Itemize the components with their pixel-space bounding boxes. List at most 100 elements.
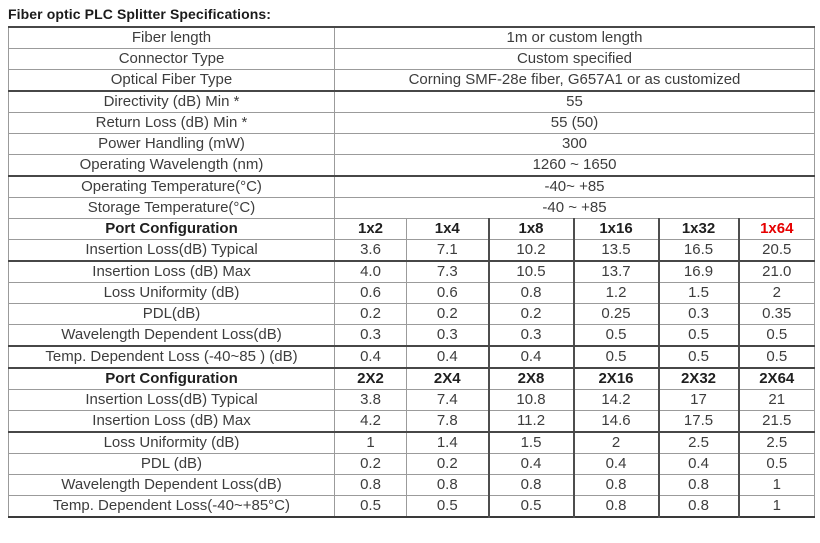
table-row: Connector Type Custom specified [8, 48, 815, 70]
spec-label: Temp. Dependent Loss(-40~+85°C) [8, 495, 335, 518]
spec-value: 2 [572, 431, 659, 454]
spec-value: 1 [737, 495, 815, 518]
spec-label: PDL(dB) [8, 303, 335, 325]
spec-value: 1.5 [487, 431, 574, 454]
table-row: PDL (dB) 0.2 0.2 0.4 0.4 0.4 0.5 [8, 453, 815, 475]
spec-label: Operating Wavelength (nm) [8, 154, 335, 177]
spec-value: 0.8 [572, 495, 659, 518]
table-row: Operating Wavelength (nm) 1260 ~ 1650 [8, 154, 815, 177]
spec-value: 0.5 [737, 324, 815, 347]
spec-label: PDL (dB) [8, 453, 335, 475]
spec-value: 0.5 [737, 345, 815, 369]
spec-value: -40~ +85 [334, 175, 815, 198]
spec-value: 21 [737, 389, 815, 411]
spec-value: 7.1 [406, 239, 489, 262]
table-row: Power Handling (mW) 300 [8, 133, 815, 155]
spec-value: 0.8 [487, 474, 574, 496]
spec-label: Wavelength Dependent Loss(dB) [8, 324, 335, 347]
spec-label: Connector Type [8, 48, 335, 70]
table-row: Loss Uniformity (dB) 1 1.4 1.5 2 2.5 2.5 [8, 431, 815, 454]
spec-label: Fiber length [8, 26, 335, 49]
port-size-header: 2X64 [737, 367, 815, 390]
spec-value: 17.5 [657, 410, 739, 433]
spec-value: 0.2 [487, 303, 574, 325]
spec-label: Optical Fiber Type [8, 69, 335, 92]
table-row: Loss Uniformity (dB) 0.6 0.6 0.8 1.2 1.5… [8, 282, 815, 304]
spec-value: 0.3 [487, 324, 574, 347]
spec-value: 10.8 [487, 389, 574, 411]
port-size-header: 1x2 [334, 218, 407, 240]
spec-value: 0.5 [572, 324, 659, 347]
port-size-header: 2X16 [572, 367, 659, 390]
spec-value: 16.9 [657, 260, 739, 283]
spec-value: 0.6 [406, 282, 489, 304]
port-size-header: 1x16 [572, 218, 659, 240]
table-row-section-header: Port Configuration 2X2 2X4 2X8 2X16 2X32… [8, 367, 815, 390]
spec-value: 0.4 [487, 345, 574, 369]
spec-value: 11.2 [487, 410, 574, 433]
spec-value: 0.2 [406, 303, 489, 325]
spec-value: 0.4 [334, 345, 407, 369]
table-row: Insertion Loss (dB) Max 4.0 7.3 10.5 13.… [8, 260, 815, 283]
port-size-header: 2X2 [334, 367, 407, 390]
spec-label: Directivity (dB) Min * [8, 90, 335, 113]
port-config-header: Port Configuration [8, 367, 335, 390]
spec-label: Temp. Dependent Loss (-40~85 ) (dB) [8, 345, 335, 369]
spec-value: 17 [657, 389, 739, 411]
table-row: Temp. Dependent Loss (-40~85 ) (dB) 0.4 … [8, 345, 815, 369]
spec-value: 2.5 [657, 431, 739, 454]
table-row: PDL(dB) 0.2 0.2 0.2 0.25 0.3 0.35 [8, 303, 815, 325]
spec-value: 10.5 [487, 260, 574, 283]
page-title: Fiber optic PLC Splitter Specifications: [8, 6, 272, 22]
spec-value: 0.4 [487, 453, 574, 475]
spec-value: 300 [334, 133, 815, 155]
spec-value: 3.6 [334, 239, 407, 262]
table-row: Storage Temperature(°C) -40 ~ +85 [8, 197, 815, 219]
table-row: Directivity (dB) Min * 55 [8, 90, 815, 113]
spec-value: 7.3 [406, 260, 489, 283]
port-size-header: 2X8 [487, 367, 574, 390]
spec-label: Insertion Loss (dB) Max [8, 260, 335, 283]
spec-value: 21.5 [737, 410, 815, 433]
spec-label: Wavelength Dependent Loss(dB) [8, 474, 335, 496]
spec-value: 0.25 [572, 303, 659, 325]
spec-value: 0.2 [334, 453, 407, 475]
spec-value: Corning SMF-28e fiber, G657A1 or as cust… [334, 69, 815, 92]
spec-value: 55 (50) [334, 112, 815, 134]
spec-value: 1.2 [572, 282, 659, 304]
spec-value: 0.8 [657, 474, 739, 496]
spec-value: 13.7 [572, 260, 659, 283]
spec-value: 0.3 [406, 324, 489, 347]
table-row: Operating Temperature(°C) -40~ +85 [8, 175, 815, 198]
port-size-header: 2X32 [657, 367, 739, 390]
spec-label: Insertion Loss(dB) Typical [8, 239, 335, 262]
spec-value: 4.2 [334, 410, 407, 433]
spec-value: 0.8 [406, 474, 489, 496]
spec-value: 1.5 [657, 282, 739, 304]
spec-value: 13.5 [572, 239, 659, 262]
table-row: Temp. Dependent Loss(-40~+85°C) 0.5 0.5 … [8, 495, 815, 518]
spec-value: 14.6 [572, 410, 659, 433]
table-row-section-header: Port Configuration 1x2 1x4 1x8 1x16 1x32… [8, 218, 815, 240]
spec-value: 0.8 [657, 495, 739, 518]
table-row: Return Loss (dB) Min * 55 (50) [8, 112, 815, 134]
spec-label: Loss Uniformity (dB) [8, 282, 335, 304]
spec-value: 0.8 [487, 282, 574, 304]
spec-value: 7.8 [406, 410, 489, 433]
spec-value: 0.8 [572, 474, 659, 496]
spec-value: 0.3 [657, 303, 739, 325]
table-row: Insertion Loss(dB) Typical 3.8 7.4 10.8 … [8, 389, 815, 411]
spec-value: 20.5 [737, 239, 815, 262]
table-row: Optical Fiber Type Corning SMF-28e fiber… [8, 69, 815, 92]
spec-value: 0.5 [657, 345, 739, 369]
table-row: Insertion Loss(dB) Typical 3.6 7.1 10.2 … [8, 239, 815, 262]
port-size-header: 1x4 [406, 218, 489, 240]
table-row: Wavelength Dependent Loss(dB) 0.3 0.3 0.… [8, 324, 815, 347]
spec-value: 14.2 [572, 389, 659, 411]
spec-label: Insertion Loss (dB) Max [8, 410, 335, 433]
spec-value: 1.4 [406, 431, 489, 454]
spec-label: Storage Temperature(°C) [8, 197, 335, 219]
spec-value: 1260 ~ 1650 [334, 154, 815, 177]
spec-value: 0.4 [572, 453, 659, 475]
port-config-header: Port Configuration [8, 218, 335, 240]
